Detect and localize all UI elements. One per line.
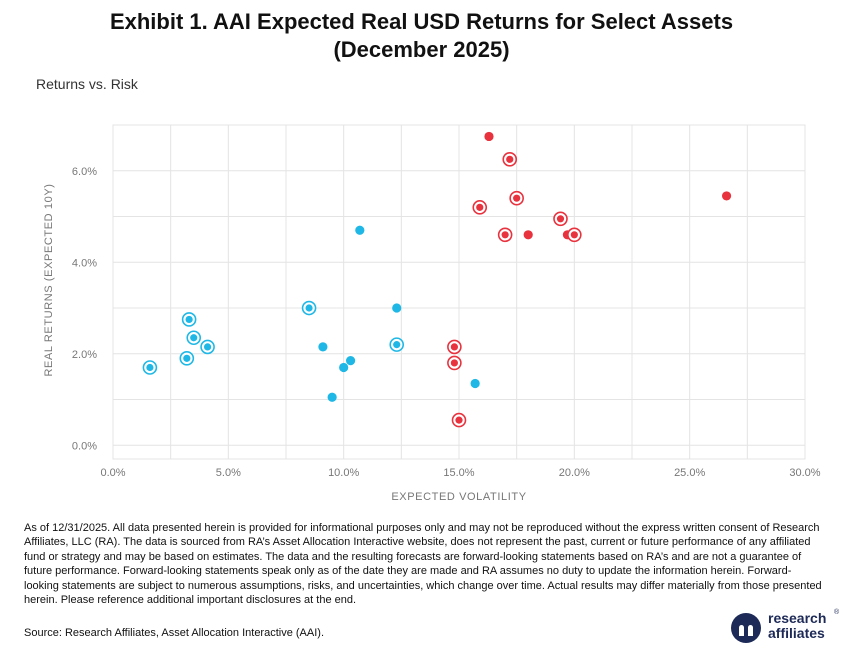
- data-point-dot: [476, 203, 484, 211]
- data-point: [470, 378, 480, 389]
- data-point: [523, 230, 533, 240]
- x-tick-label: 15.0%: [443, 467, 474, 479]
- data-point: [142, 360, 158, 375]
- x-tick-label: 20.0%: [559, 467, 590, 479]
- source-note: Source: Research Affiliates, Asset Alloc…: [24, 627, 324, 639]
- axis-layer: 0.0% 5.0% 10.0% 15.0% 20.0% 25.0% 30.0% 0.0% 2.0…: [72, 166, 821, 479]
- data-point-dot: [523, 230, 533, 240]
- data-point-dot: [393, 341, 401, 349]
- data-point: [472, 200, 488, 215]
- scatter-chart: 0.0% 5.0% 10.0% 15.0% 20.0% 25.0% 30.0% 0.0% 2.0…: [43, 124, 821, 503]
- y-tick-label: 0.0%: [72, 440, 97, 452]
- data-point: [186, 330, 202, 346]
- y-tick-label: 6.0%: [72, 166, 97, 178]
- data-point-dot: [392, 303, 402, 313]
- data-point-dot: [513, 194, 521, 202]
- grid-layer: [112, 124, 806, 460]
- title-line-1: Exhibit 1. AAI Expected Real USD Returns…: [109, 9, 734, 34]
- data-point-dot: [501, 231, 509, 239]
- logo-text: research affiliates: [768, 611, 826, 641]
- data-point-dot: [203, 343, 212, 351]
- data-point: [553, 211, 568, 227]
- data-point: [502, 152, 518, 167]
- data-point-dot: [305, 304, 313, 312]
- data-point-dot: [318, 342, 328, 352]
- data-point-dot: [484, 131, 494, 142]
- x-tick-label: 25.0%: [674, 467, 705, 479]
- data-point: [451, 412, 467, 428]
- chart-heading: Returns vs. Risk: [36, 76, 138, 92]
- data-point-dot: [185, 315, 193, 324]
- registered-mark: ®: [834, 609, 840, 616]
- data-point-dot: [345, 356, 356, 366]
- data-point: [447, 339, 462, 355]
- data-point: [327, 392, 337, 402]
- x-tick-label: 30.0%: [789, 467, 820, 479]
- data-point-dot: [506, 155, 514, 163]
- data-point: [181, 312, 197, 327]
- y-axis-label: REAL RETURNS (EXPECTED 10Y): [43, 183, 55, 376]
- data-point-dot: [190, 334, 198, 342]
- disclaimer-text: As of 12/31/2025. All data presented her…: [24, 522, 822, 607]
- data-point-dot: [570, 231, 578, 239]
- data-point: [509, 190, 524, 206]
- logo-line-1: research: [768, 610, 827, 626]
- data-point-dot: [146, 363, 154, 372]
- data-point: [318, 342, 328, 352]
- data-point-dot: [450, 343, 458, 351]
- logo-line-2: affiliates: [768, 625, 825, 641]
- data-point: [721, 191, 732, 201]
- data-point-dot: [183, 354, 191, 362]
- data-point: [355, 225, 365, 235]
- y-tick-label: 4.0%: [72, 257, 97, 269]
- data-point: [345, 356, 356, 366]
- exhibit-title: Exhibit 1. AAI Expected Real USD Returns…: [0, 8, 843, 64]
- data-point: [179, 351, 195, 366]
- logo-mark-icon: [731, 613, 761, 643]
- data-point-dot: [450, 359, 458, 367]
- x-tick-label: 0.0%: [100, 467, 125, 479]
- data-point: [200, 339, 215, 355]
- data-point: [339, 362, 349, 373]
- title-line-2: (December 2025): [333, 37, 510, 62]
- data-point-dot: [339, 362, 349, 373]
- x-tick-label: 5.0%: [216, 467, 241, 479]
- data-point: [484, 131, 494, 142]
- y-tick-label: 2.0%: [72, 349, 97, 361]
- data-point: [497, 227, 513, 243]
- x-tick-label: 10.0%: [328, 467, 359, 479]
- data-point-dot: [327, 392, 337, 402]
- data-point: [389, 337, 405, 352]
- data-point-dot: [556, 215, 565, 223]
- points-layer: [142, 131, 732, 428]
- data-point-dot: [470, 378, 480, 389]
- data-point: [392, 303, 402, 313]
- data-point-dot: [721, 191, 732, 201]
- data-point-dot: [455, 416, 463, 424]
- data-point: [447, 355, 462, 371]
- data-point: [301, 300, 317, 316]
- data-point: [567, 227, 582, 243]
- research-affiliates-logo: research affiliates ®: [731, 607, 841, 647]
- x-axis-label: EXPECTED VOLATILITY: [391, 491, 526, 503]
- data-point-dot: [355, 225, 365, 235]
